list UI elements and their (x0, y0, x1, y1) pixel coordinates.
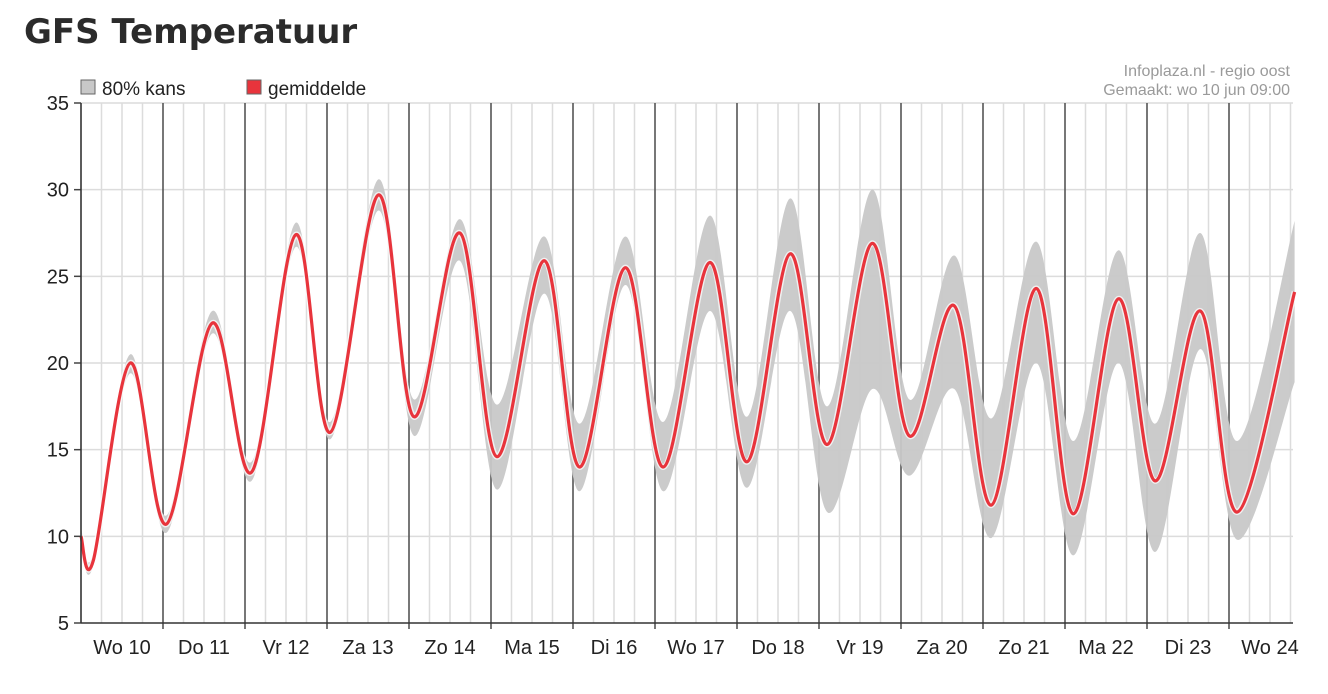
grid-layer (81, 102, 1293, 629)
legend-swatch-band (80, 79, 96, 95)
y-tick-label: 20 (47, 353, 69, 375)
mean-line-layer (78, 191, 1298, 573)
legend-label-mean: gemiddelde (268, 79, 366, 100)
y-tick-label: 5 (58, 613, 69, 635)
x-tick-label: Wo 17 (667, 637, 724, 659)
x-tick-label: Ma 15 (504, 637, 560, 659)
page-title: GFS Temperatuur (24, 12, 358, 52)
x-tick-label: Za 20 (916, 637, 967, 659)
x-tick-label: Zo 14 (424, 637, 475, 659)
y-tick-label: 15 (47, 440, 69, 462)
x-tick-label: Di 16 (591, 637, 638, 659)
x-tick-label: Wo 24 (1241, 637, 1298, 659)
x-tick-label: Za 13 (342, 637, 393, 659)
x-tick-label: Zo 21 (998, 637, 1049, 659)
legend-swatch-mean (246, 79, 262, 95)
x-tick-label: Ma 22 (1078, 637, 1134, 659)
legend: 80% kans gemiddelde (80, 79, 366, 100)
legend-label-band: 80% kans (102, 79, 185, 100)
x-tick-label: Vr 19 (836, 637, 883, 659)
y-tick-label: 25 (47, 266, 69, 288)
source-credit: Infoplaza.nl - regio oost (1124, 63, 1291, 80)
y-tick-label: 30 (47, 180, 69, 202)
confidence-band-80pct (81, 179, 1295, 575)
confidence-band-layer (81, 179, 1295, 575)
x-tick-label: Wo 10 (93, 637, 150, 659)
x-tick-label: Do 11 (178, 637, 230, 659)
y-tick-label: 10 (47, 526, 69, 548)
axis-layer: 5 10 15 20 25 30 35 Wo 10 Do 11 Vr 12 Za 13 Zo 14 Ma… (47, 93, 1299, 659)
created-timestamp: Gemaakt: wo 10 jun 09:00 (1103, 82, 1290, 99)
x-tick-label: Di 23 (1165, 637, 1212, 659)
x-tick-label: Do 18 (751, 637, 804, 659)
x-tick-label: Vr 12 (262, 637, 309, 659)
y-tick-label: 35 (47, 93, 69, 115)
